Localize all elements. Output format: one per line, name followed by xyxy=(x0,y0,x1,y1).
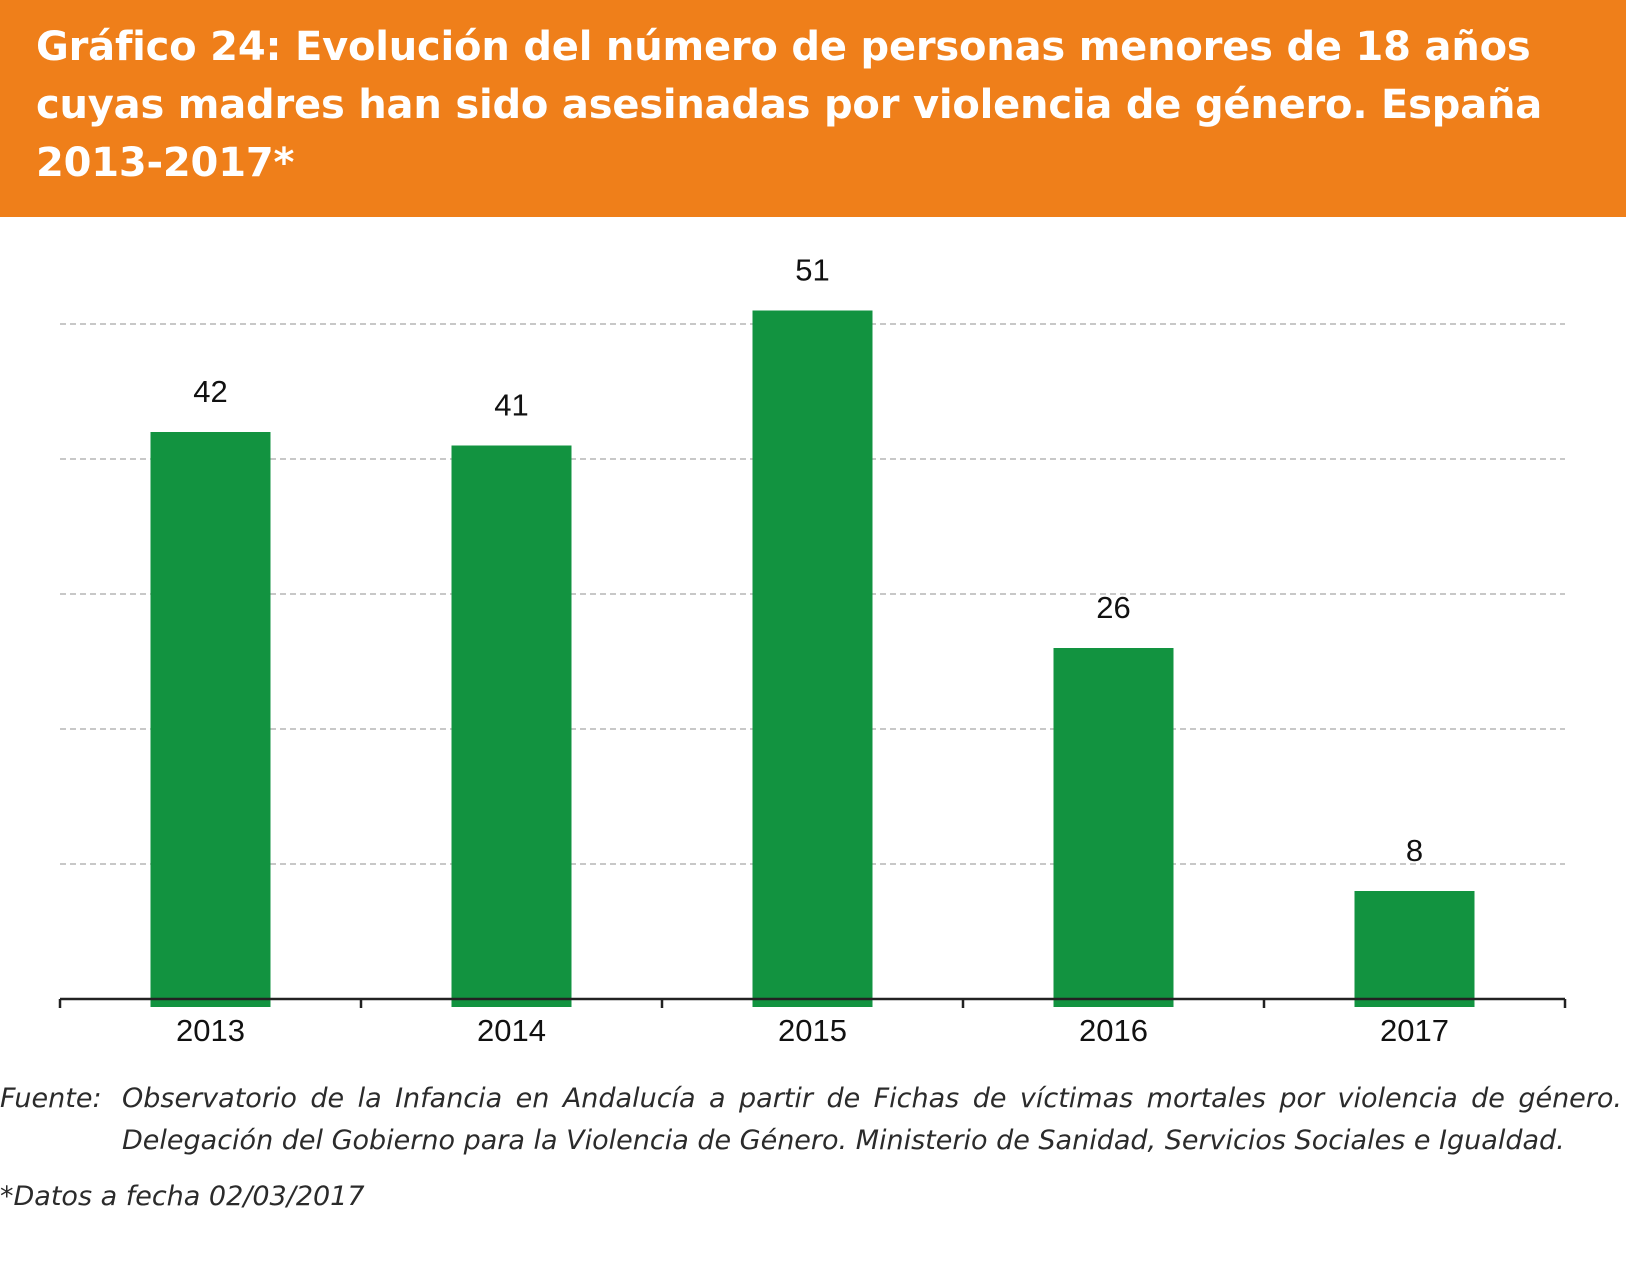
x-tick-label: 2013 xyxy=(176,1013,245,1048)
x-tick-label: 2015 xyxy=(778,1013,847,1048)
x-axis xyxy=(58,997,1567,1008)
bar-2014 xyxy=(451,445,572,1007)
data-label: 51 xyxy=(795,253,829,288)
data-label: 8 xyxy=(1406,833,1423,868)
footer: Fuente: Observatorio de la Infancia en A… xyxy=(0,1078,1626,1218)
x-tick-label: 2014 xyxy=(477,1013,546,1048)
x-tick-labels: 2013 2014 2015 2016 2017 xyxy=(176,1013,1449,1048)
source-note: Fuente: Observatorio de la Infancia en A… xyxy=(0,1078,1626,1162)
source-text: Observatorio de la Infancia en Andalucía… xyxy=(122,1083,1622,1156)
x-tick-label: 2017 xyxy=(1380,1013,1449,1048)
x-tick-label: 2016 xyxy=(1079,1013,1148,1048)
source-label: Fuente: xyxy=(0,1083,102,1114)
bar-2015 xyxy=(752,310,873,1007)
data-label: 41 xyxy=(494,388,528,423)
data-label: 26 xyxy=(1096,590,1130,625)
data-labels: 42 41 51 26 8 xyxy=(193,253,1423,869)
data-label: 42 xyxy=(193,374,227,409)
bar-2016 xyxy=(1053,648,1174,1007)
bar-chart: 42 41 51 26 8 2013 2014 2015 2016 2017 xyxy=(58,253,1567,1048)
bars xyxy=(150,310,1475,1007)
bar-2017 xyxy=(1354,891,1475,1007)
chart-title: Gráfico 24: Evolución del número de pers… xyxy=(36,24,1543,186)
title-banner: Gráfico 24: Evolución del número de pers… xyxy=(0,0,1626,217)
bar-2013 xyxy=(150,432,271,1007)
date-note: *Datos a fecha 02/03/2017 xyxy=(0,1181,365,1212)
